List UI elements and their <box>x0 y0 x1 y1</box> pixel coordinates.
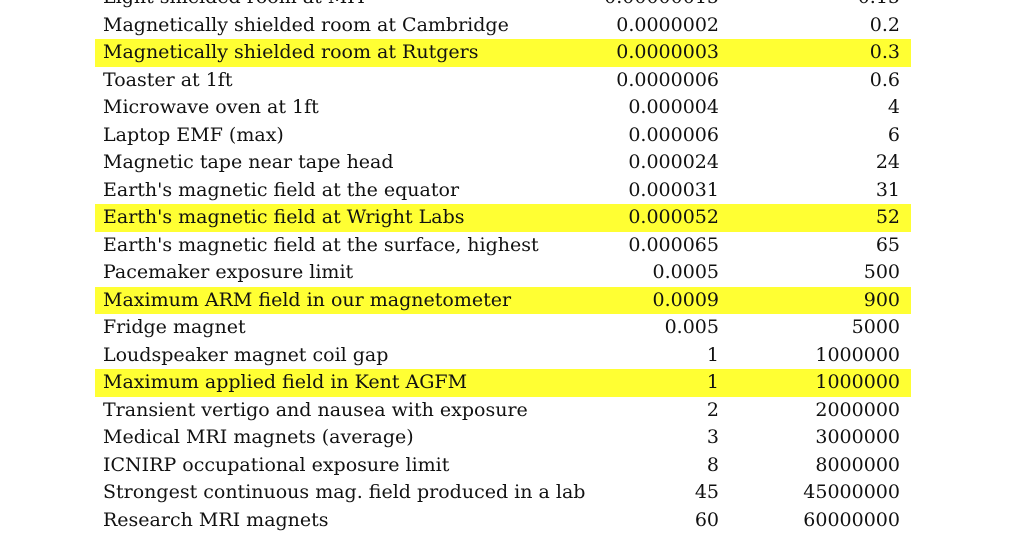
field-strength-microtesla: 24 <box>876 149 900 177</box>
field-strength-microtesla: 65 <box>876 232 900 260</box>
field-strength-tesla: 0.005 <box>665 314 719 342</box>
field-source-name: Earth's magnetic field at the surface, h… <box>103 232 539 260</box>
field-strength-tesla: 0.000065 <box>628 232 719 260</box>
field-strength-microtesla: 0.6 <box>870 67 900 95</box>
table-row: Microwave oven at 1ft 0.000004 4 <box>95 94 911 122</box>
field-source-name: Loudspeaker magnet coil gap <box>103 342 388 370</box>
table-row: Light shielded room at MIT 0.00000015 0.15 <box>95 0 911 12</box>
field-strength-microtesla: 0.15 <box>858 0 900 12</box>
field-source-name: Medical MRI magnets (average) <box>103 424 414 452</box>
table-row: Medical MRI magnets (average) 3 3000000 <box>95 424 911 452</box>
field-source-name: Magnetically shielded room at Rutgers <box>103 39 478 67</box>
field-strength-tesla: 8 <box>707 452 719 480</box>
field-strength-microtesla: 5000 <box>852 314 900 342</box>
field-strength-tesla: 0.0000006 <box>616 67 719 95</box>
field-strength-microtesla: 2000000 <box>815 397 900 425</box>
field-strength-microtesla: 8000000 <box>815 452 900 480</box>
field-strength-microtesla: 3000000 <box>815 424 900 452</box>
table-row: Strongest continuous mag. field produced… <box>95 479 911 507</box>
field-source-name: Strongest continuous mag. field produced… <box>103 479 585 507</box>
field-source-name: Research MRI magnets <box>103 507 329 534</box>
table-row: Laptop EMF (max) 0.000006 6 <box>95 122 911 150</box>
field-source-name: Fridge magnet <box>103 314 246 342</box>
field-source-name: Magnetically shielded room at Cambridge <box>103 12 509 40</box>
field-strength-tesla: 3 <box>707 424 719 452</box>
table-row: Earth's magnetic field at the surface, h… <box>95 232 911 260</box>
field-strength-microtesla: 0.3 <box>870 39 900 67</box>
field-strength-microtesla: 6 <box>888 122 900 150</box>
field-source-name: Transient vertigo and nausea with exposu… <box>103 397 528 425</box>
field-strength-tesla: 0.000024 <box>628 149 719 177</box>
magnetic-field-table: Light shielded room at MIT 0.00000015 0.15… <box>95 0 911 534</box>
field-source-name: Microwave oven at 1ft <box>103 94 319 122</box>
field-strength-tesla: 0.0009 <box>653 287 719 315</box>
table-row-highlighted: Maximum ARM field in our magnetometer 0.0… <box>95 287 911 315</box>
field-strength-tesla: 0.00000015 <box>604 0 719 12</box>
field-source-name: Maximum ARM field in our magnetometer <box>103 287 511 315</box>
field-strength-tesla: 45 <box>695 479 719 507</box>
field-strength-microtesla: 4 <box>888 94 900 122</box>
field-strength-tesla: 0.000052 <box>628 204 719 232</box>
table-row-highlighted: Earth's magnetic field at Wright Labs 0.0… <box>95 204 911 232</box>
field-strength-microtesla: 900 <box>864 287 900 315</box>
table-row: Earth's magnetic field at the equator 0.0… <box>95 177 911 205</box>
table-row: Pacemaker exposure limit 0.0005 500 <box>95 259 911 287</box>
field-strength-tesla: 1 <box>707 342 719 370</box>
field-strength-tesla: 60 <box>695 507 719 534</box>
field-source-name: Laptop EMF (max) <box>103 122 284 150</box>
field-source-name: Toaster at 1ft <box>103 67 232 95</box>
field-source-name: Magnetic tape near tape head <box>103 149 394 177</box>
field-strength-tesla: 0.0000002 <box>616 12 719 40</box>
table-row: Magnetic tape near tape head 0.000024 24 <box>95 149 911 177</box>
field-source-name: Maximum applied field in Kent AGFM <box>103 369 467 397</box>
field-strength-tesla: 0.000004 <box>628 94 719 122</box>
field-strength-microtesla: 500 <box>864 259 900 287</box>
field-strength-microtesla: 45000000 <box>803 479 900 507</box>
field-source-name: Pacemaker exposure limit <box>103 259 353 287</box>
field-strength-tesla: 0.0000003 <box>616 39 719 67</box>
field-strength-microtesla: 52 <box>876 204 900 232</box>
field-strength-tesla: 0.000031 <box>628 177 719 205</box>
table-row-highlighted: Magnetically shielded room at Rutgers 0.0… <box>95 39 911 67</box>
field-strength-microtesla: 31 <box>876 177 900 205</box>
table-row: Transient vertigo and nausea with exposu… <box>95 397 911 425</box>
table-row: Loudspeaker magnet coil gap 1 1000000 <box>95 342 911 370</box>
field-strength-microtesla: 60000000 <box>803 507 900 534</box>
table-row: Research MRI magnets 60 60000000 <box>95 507 911 534</box>
field-strength-tesla: 0.0005 <box>653 259 719 287</box>
field-strength-microtesla: 1000000 <box>815 369 900 397</box>
field-strength-tesla: 2 <box>707 397 719 425</box>
field-source-name: ICNIRP occupational exposure limit <box>103 452 449 480</box>
field-source-name: Light shielded room at MIT <box>103 0 367 12</box>
field-source-name: Earth's magnetic field at Wright Labs <box>103 204 465 232</box>
table-row: Fridge magnet 0.005 5000 <box>95 314 911 342</box>
table-row: Magnetically shielded room at Cambridge 0… <box>95 12 911 40</box>
field-strength-tesla: 1 <box>707 369 719 397</box>
field-source-name: Earth's magnetic field at the equator <box>103 177 459 205</box>
table-row: ICNIRP occupational exposure limit 8 80000… <box>95 452 911 480</box>
field-strength-microtesla: 1000000 <box>815 342 900 370</box>
field-strength-tesla: 0.000006 <box>628 122 719 150</box>
table-row-highlighted: Maximum applied field in Kent AGFM 1 10000… <box>95 369 911 397</box>
field-strength-microtesla: 0.2 <box>870 12 900 40</box>
table-row: Toaster at 1ft 0.0000006 0.6 <box>95 67 911 95</box>
